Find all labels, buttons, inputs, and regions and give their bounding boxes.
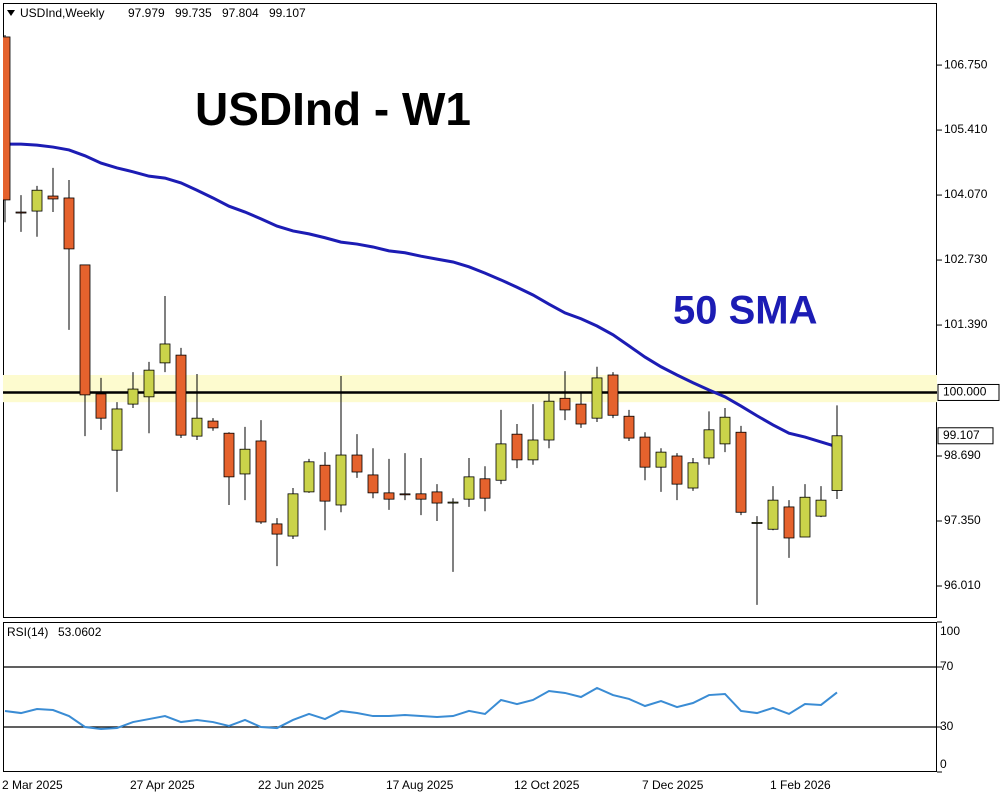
last-price-label: 99.107 — [943, 428, 980, 442]
main-panel-frame — [3, 3, 937, 618]
candle-body — [799, 496, 811, 538]
candle-body — [639, 436, 651, 468]
candle-body — [31, 189, 43, 212]
candle-body — [479, 478, 491, 499]
candle-body — [95, 393, 107, 419]
candle-body — [143, 369, 155, 398]
candle-body — [367, 474, 379, 494]
candle-body — [511, 433, 523, 461]
candle-body — [543, 400, 555, 441]
rsi-panel-frame — [3, 622, 937, 772]
candle-body — [831, 435, 843, 491]
chart-title: USDInd - W1 — [195, 83, 471, 135]
candle-body — [495, 443, 507, 481]
candle-body — [223, 432, 235, 478]
candle-body — [623, 415, 635, 439]
y-tick-label: 96.010 — [944, 578, 981, 592]
candle-body — [575, 403, 587, 425]
main-plot — [3, 35, 937, 605]
y-tick-label: 97.350 — [944, 513, 981, 527]
y-tick-label: 105.410 — [944, 122, 988, 136]
candle-body — [335, 454, 347, 506]
candle-body — [159, 343, 171, 364]
sma-label: 50 SMA — [673, 289, 818, 333]
rsi-current-value: 53.0602 — [58, 625, 102, 639]
candle-body — [383, 492, 395, 500]
y-tick-label: 70 — [940, 659, 954, 673]
candle-body — [447, 501, 459, 504]
y-tick-label: 30 — [940, 719, 954, 733]
y-tick-label: 102.730 — [944, 252, 988, 266]
candle-body — [527, 439, 539, 461]
level-label-box — [937, 383, 1000, 401]
candle-body — [319, 464, 331, 502]
candle-body — [751, 522, 763, 524]
candle-body — [687, 462, 699, 489]
x-tick-label: 22 Jun 2025 — [258, 778, 324, 792]
rsi-title: RSI(14) — [7, 625, 48, 639]
candle-body — [703, 429, 715, 459]
candle-body — [783, 506, 795, 539]
symbol-label: USDInd,Weekly — [20, 6, 104, 20]
x-tick-label: 2 Mar 2025 — [2, 778, 63, 792]
last-price-box — [937, 427, 994, 445]
candle-body — [271, 523, 283, 535]
candle-body — [255, 440, 267, 523]
candle-body — [431, 491, 443, 504]
candle-body — [351, 454, 363, 473]
sma-line — [5, 142, 838, 449]
candle-body — [175, 354, 187, 436]
candle-body — [767, 499, 779, 530]
y-tick-label: 101.390 — [944, 317, 988, 331]
candle-body — [3, 36, 11, 201]
y-tick-label: 0 — [940, 757, 947, 771]
candle-body — [63, 197, 75, 250]
x-tick-label: 7 Dec 2025 — [642, 778, 704, 792]
candle-body — [655, 451, 667, 468]
x-tick-label: 1 Feb 2026 — [770, 778, 831, 792]
candle-body — [127, 388, 139, 405]
candle-body — [671, 455, 683, 485]
candle-body — [47, 195, 59, 200]
candle-body — [239, 448, 251, 475]
header-close: 99.107 — [269, 6, 306, 20]
y-tick-label: 104.070 — [944, 187, 988, 201]
candle-body — [399, 493, 411, 496]
candle-body — [303, 461, 315, 493]
candle-body — [79, 264, 91, 396]
rsi-plot — [3, 666, 937, 730]
y-tick-label: 106.750 — [944, 57, 988, 71]
rsi-line — [4, 686, 838, 730]
candle-body — [735, 431, 747, 513]
candle-body — [607, 374, 619, 416]
candle-body — [111, 408, 123, 451]
candle-body — [207, 420, 219, 429]
candle-body — [415, 493, 427, 500]
header-low: 97.804 — [222, 6, 259, 20]
menu-arrow — [7, 10, 15, 16]
x-tick-label: 17 Aug 2025 — [386, 778, 454, 792]
support-zone — [3, 375, 937, 403]
candle-body — [559, 397, 571, 411]
header-open: 97.979 — [128, 6, 165, 20]
candle-body — [719, 416, 731, 445]
candle-body — [15, 211, 27, 214]
candle-body — [815, 499, 827, 517]
candle-body — [591, 377, 603, 419]
candle-body — [287, 493, 299, 537]
level-label: 100.000 — [943, 385, 987, 399]
candle-body — [191, 417, 203, 437]
y-tick-label: 98.690 — [944, 448, 981, 462]
candle-body — [463, 476, 475, 500]
y-tick-label: 100 — [940, 624, 960, 638]
x-tick-label: 27 Apr 2025 — [130, 778, 195, 792]
x-tick-label: 12 Oct 2025 — [514, 778, 580, 792]
header-high: 99.735 — [175, 6, 212, 20]
